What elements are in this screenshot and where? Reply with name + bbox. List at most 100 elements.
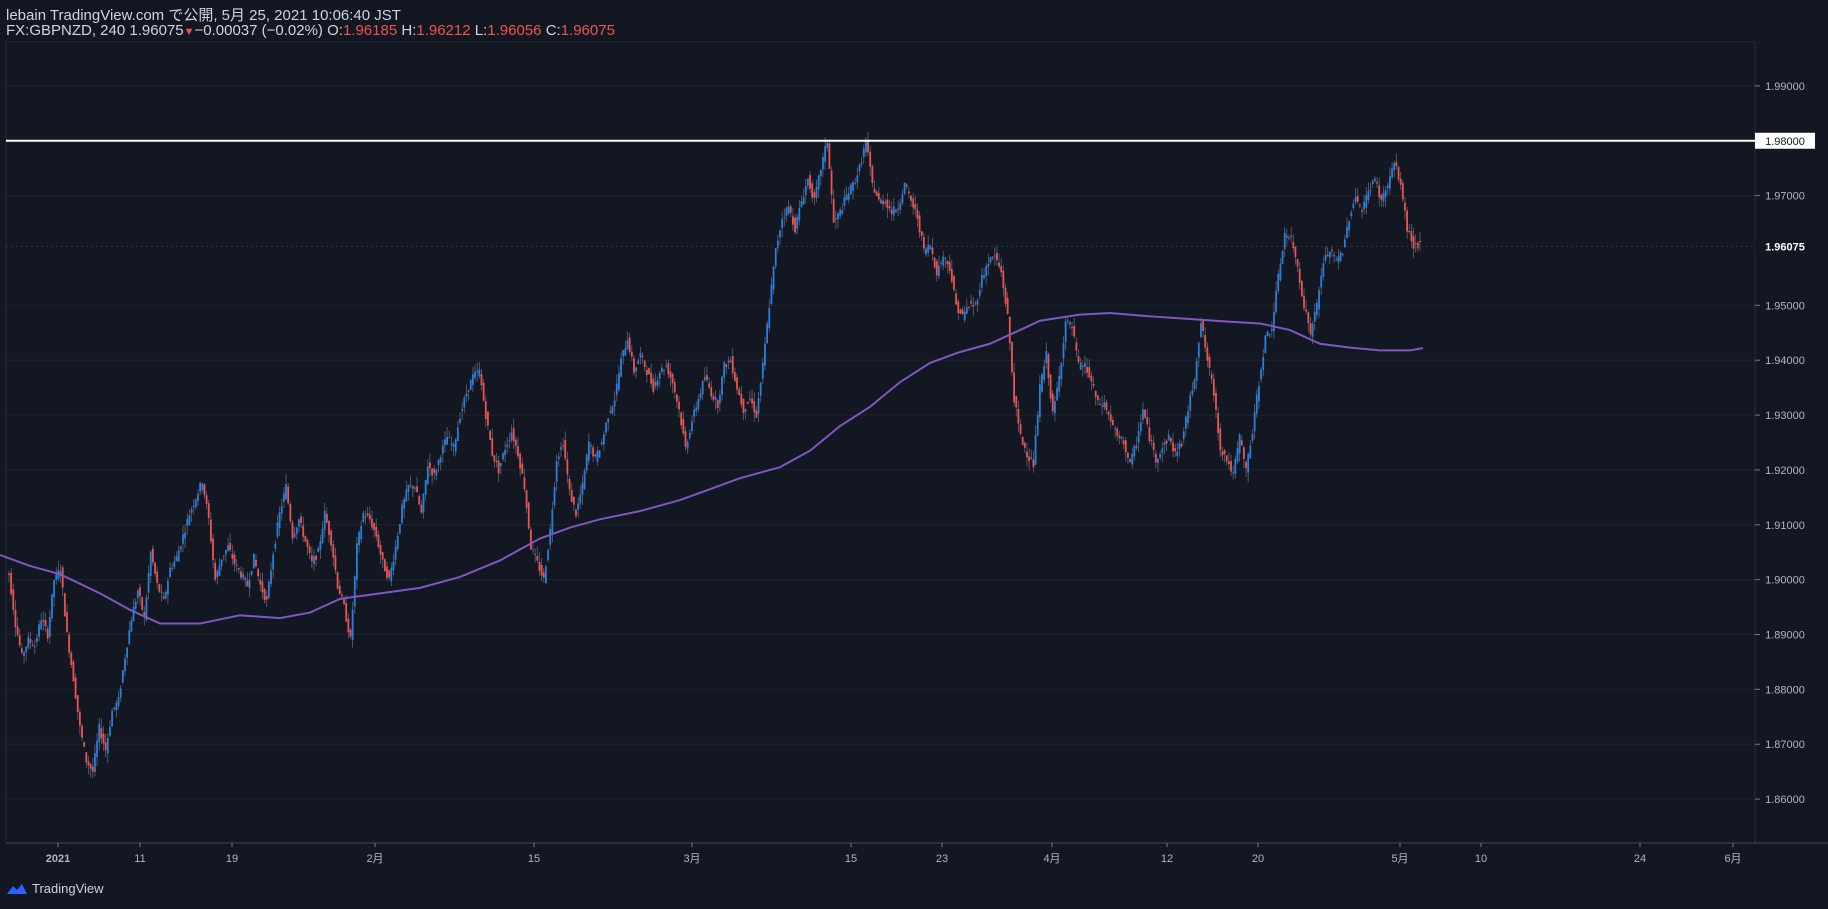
candle-body bbox=[1165, 440, 1168, 444]
candle-body bbox=[136, 590, 139, 598]
candle-body bbox=[91, 766, 94, 772]
candle-body bbox=[102, 733, 105, 744]
candle-body bbox=[360, 526, 363, 540]
candle-body bbox=[44, 620, 47, 627]
current-price-badge bbox=[1755, 238, 1815, 255]
candle-body bbox=[461, 408, 464, 412]
candle-body bbox=[72, 661, 75, 682]
candle-body bbox=[147, 573, 150, 593]
candle-body bbox=[826, 142, 829, 148]
candle-body bbox=[448, 437, 451, 439]
candle-body bbox=[272, 554, 275, 570]
candle-body bbox=[706, 375, 708, 380]
candle-body bbox=[1298, 268, 1301, 283]
candle-body bbox=[1238, 434, 1241, 454]
candle-body bbox=[115, 702, 118, 711]
candle-body bbox=[641, 355, 644, 357]
low-label: L: bbox=[474, 22, 488, 39]
candle-body bbox=[459, 418, 461, 423]
candle-body bbox=[1255, 394, 1258, 414]
candle-body bbox=[525, 490, 528, 508]
candle-body bbox=[749, 398, 751, 400]
candle-body bbox=[106, 738, 109, 754]
candle-body bbox=[1129, 459, 1131, 462]
down-arrow-icon: ▼ bbox=[183, 26, 195, 38]
candle-body bbox=[645, 369, 648, 376]
candle-body bbox=[244, 577, 247, 580]
candle-body bbox=[985, 265, 988, 276]
candle-body bbox=[583, 470, 586, 489]
candle-body bbox=[781, 218, 784, 229]
candle-body bbox=[33, 646, 36, 648]
candle-body bbox=[499, 462, 502, 466]
candle-body bbox=[1159, 453, 1162, 458]
candle-body bbox=[785, 207, 788, 217]
candle-body bbox=[560, 447, 562, 450]
candle-body bbox=[871, 166, 874, 183]
candle-body bbox=[1419, 241, 1421, 243]
candle-body bbox=[291, 522, 294, 539]
candle-body bbox=[811, 183, 814, 198]
candle-body bbox=[755, 410, 758, 418]
candle-body bbox=[510, 432, 513, 441]
candle-body bbox=[315, 555, 318, 560]
candle-body bbox=[1268, 334, 1271, 336]
candle-body bbox=[373, 523, 375, 530]
candle-body bbox=[132, 607, 135, 622]
candle-body bbox=[1189, 395, 1192, 411]
x-axis-tick-label: 11 bbox=[134, 853, 145, 865]
candle-body bbox=[579, 494, 582, 504]
candle-body bbox=[1066, 320, 1069, 322]
candle-body bbox=[1343, 239, 1346, 248]
candle-body bbox=[111, 711, 113, 727]
candle-body bbox=[761, 362, 764, 379]
candle-body bbox=[920, 231, 923, 237]
candle-body bbox=[356, 543, 358, 580]
candle-body bbox=[596, 450, 599, 462]
candle-body bbox=[317, 548, 320, 552]
candle-body bbox=[190, 509, 193, 513]
candle-body bbox=[1008, 316, 1011, 344]
candle-body bbox=[1086, 367, 1089, 373]
candle-body bbox=[328, 521, 330, 535]
candle-body bbox=[48, 617, 51, 637]
candle-body bbox=[731, 356, 734, 374]
candle-body bbox=[119, 688, 122, 698]
candle-body bbox=[673, 382, 676, 393]
candle-body bbox=[1041, 374, 1043, 392]
candle-body bbox=[927, 244, 930, 253]
candle-body bbox=[1346, 226, 1348, 238]
candle-body bbox=[87, 761, 90, 766]
candle-body bbox=[1103, 402, 1106, 408]
candle-body bbox=[1251, 433, 1254, 441]
candle-body bbox=[680, 412, 683, 426]
candle-body bbox=[368, 514, 371, 520]
candle-body bbox=[1324, 254, 1327, 261]
candle-body bbox=[31, 644, 34, 646]
candle-body bbox=[545, 566, 547, 584]
candle-body bbox=[78, 711, 81, 726]
tradingview-brand[interactable]: TradingView bbox=[6, 881, 104, 896]
candle-body bbox=[1303, 295, 1305, 309]
candle-body bbox=[302, 525, 305, 537]
candle-body bbox=[1114, 428, 1116, 430]
candle-body bbox=[880, 199, 882, 204]
candle-body bbox=[1253, 412, 1256, 432]
candle-body bbox=[1167, 434, 1170, 441]
candle-body bbox=[772, 266, 775, 290]
candle-body bbox=[29, 639, 32, 643]
candle-body bbox=[938, 265, 940, 277]
candle-body bbox=[622, 349, 625, 357]
candle-body bbox=[547, 549, 549, 561]
candle-body bbox=[1107, 411, 1110, 415]
candle-body bbox=[255, 559, 257, 567]
candle-body bbox=[671, 374, 674, 384]
candle-body bbox=[841, 210, 844, 214]
candle-body bbox=[1002, 270, 1005, 289]
candle-body bbox=[996, 252, 998, 261]
candle-body bbox=[865, 139, 867, 153]
candle-body bbox=[581, 482, 584, 496]
candle-body bbox=[1182, 431, 1185, 439]
candle-body bbox=[1296, 259, 1299, 267]
